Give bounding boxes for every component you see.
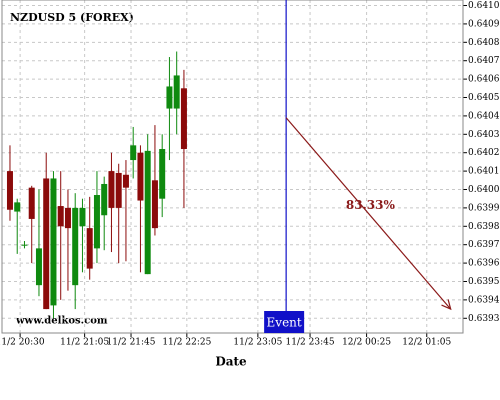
candle-body <box>173 75 180 109</box>
x-tick-label: 12/2 01:05 <box>402 338 451 348</box>
y-tick-label: 0.6402 <box>468 148 500 158</box>
y-tick-label: 0.6394 <box>468 295 500 305</box>
y-tick-label: 0.6397 <box>468 240 500 250</box>
candle-body <box>151 180 158 229</box>
candle-body <box>144 150 151 275</box>
y-tick-label: 0.6403 <box>468 130 500 140</box>
candle-body <box>35 248 42 286</box>
y-tick-label: 0.6401 <box>468 167 500 177</box>
y-tick-label: 0.6400 <box>468 185 500 195</box>
x-tick-label: 11/2 22:25 <box>162 338 211 348</box>
y-tick-label: 0.6404 <box>468 111 500 121</box>
watermark: www.delkos.com <box>15 316 108 327</box>
candle-body <box>166 86 173 109</box>
candle-body <box>93 195 100 249</box>
candle-body <box>159 149 166 199</box>
y-tick-label: 0.6398 <box>468 222 500 232</box>
y-tick-label: 0.6399 <box>468 203 500 213</box>
event-box <box>264 311 305 333</box>
x-tick-label: 11/2 21:05 <box>60 338 109 348</box>
candle-body <box>115 172 122 208</box>
chart-title: NZDUSD 5 (FOREX) <box>10 11 134 24</box>
event-label: Event <box>267 316 302 330</box>
candle-body <box>122 174 129 188</box>
candle-body <box>86 228 93 269</box>
x-tick-label: 11/2 21:45 <box>107 338 156 348</box>
y-tick-label: 0.6395 <box>468 277 500 287</box>
candle-body <box>180 88 187 150</box>
y-tick-label: 0.6410 <box>468 1 500 11</box>
candle-body <box>79 207 86 227</box>
y-tick-label: 0.6396 <box>468 259 500 269</box>
x-axis-label: Date <box>215 355 247 369</box>
projection-label: 83.33% <box>346 198 396 212</box>
candle-body <box>137 152 144 201</box>
x-tick-label: 11/2 23:45 <box>286 338 335 348</box>
y-tick-label: 0.6409 <box>468 19 500 29</box>
y-tick-label: 0.6407 <box>468 56 500 66</box>
arrow-head <box>441 299 452 311</box>
candle-body <box>28 187 35 219</box>
candle-body <box>50 178 57 306</box>
candle-body <box>130 145 137 161</box>
y-tick-label: 0.6405 <box>468 93 500 103</box>
candle-body <box>64 207 71 229</box>
candle-body <box>14 202 21 212</box>
x-tick-label: 12/2 00:25 <box>342 338 391 348</box>
candle-body <box>21 244 28 246</box>
candle-body <box>72 207 79 286</box>
candle-body <box>43 178 50 310</box>
x-tick-label: 11/2 23:05 <box>233 338 282 348</box>
y-tick-label: 0.6408 <box>468 38 500 48</box>
y-tick-label: 0.6393 <box>468 314 500 324</box>
candle-body <box>57 206 64 227</box>
y-tick-label: 0.6406 <box>468 75 500 85</box>
x-tick-label: 11/2 20:30 <box>0 338 45 348</box>
plot-frame <box>1 0 464 334</box>
projection-arrow <box>285 117 452 310</box>
candle-body <box>101 183 108 216</box>
candle-body <box>108 171 115 208</box>
candle-body <box>6 171 13 210</box>
